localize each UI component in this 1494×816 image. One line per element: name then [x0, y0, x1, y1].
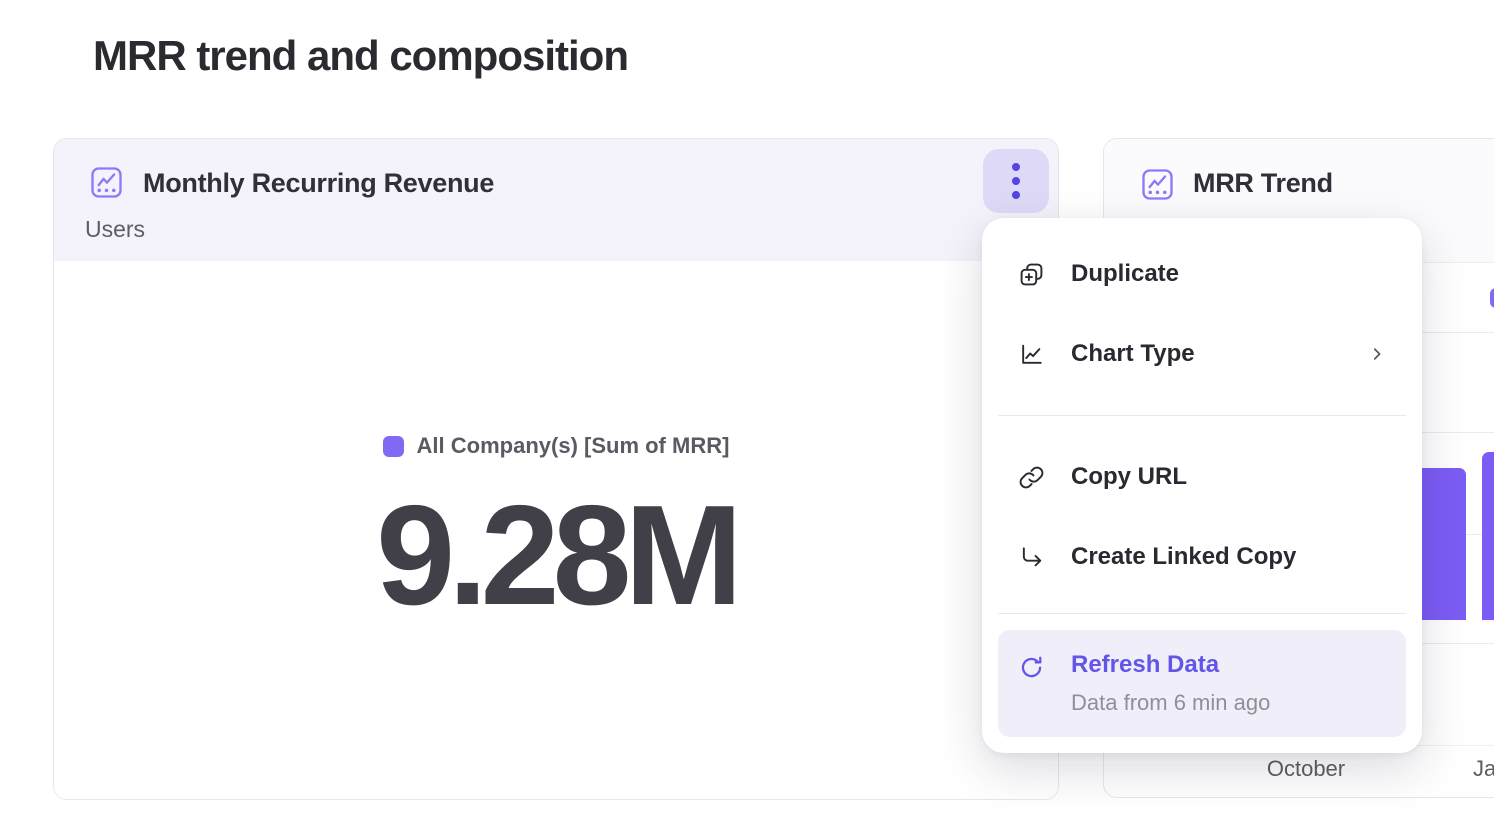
chart-badge-icon [1140, 167, 1175, 202]
mrr-card-subtitle: Users [85, 216, 146, 242]
chart-badge-icon [89, 165, 124, 200]
kebab-menu-icon [1012, 163, 1020, 171]
bar-january [1482, 452, 1494, 620]
chart-type-icon [1018, 341, 1045, 368]
menu-item-label: Copy URL [1071, 463, 1187, 490]
mrr-card: Monthly Recurring Revenue Users All Comp… [53, 138, 1059, 800]
menu-item-label: Chart Type [1071, 340, 1195, 367]
menu-item-chart-type[interactable]: Chart Type [998, 314, 1406, 394]
card-menu-button[interactable] [983, 149, 1049, 213]
mrr-legend: All Company(s) [Sum of MRR] [382, 433, 730, 459]
refresh-data-timestamp: Data from 6 min ago [1071, 690, 1271, 715]
mrr-kpi-body: All Company(s) [Sum of MRR] 9.28M [54, 261, 1058, 799]
legend-swatch-icon [1490, 288, 1494, 308]
menu-item-label: Duplicate [1071, 260, 1180, 287]
refresh-data-label: Refresh Data [1071, 651, 1220, 678]
legend-swatch-icon [382, 435, 404, 457]
menu-item-create-linked-copy[interactable]: Create Linked Copy [998, 517, 1406, 597]
link-icon [1018, 464, 1045, 491]
menu-item-label: Create Linked Copy [1071, 543, 1297, 570]
x-tick-october: October [1266, 756, 1346, 781]
mrr-card-header: Monthly Recurring Revenue Users [54, 139, 1058, 261]
mrr-card-title: Monthly Recurring Revenue [143, 168, 495, 198]
mrr-value: 9.28M [376, 476, 743, 635]
page-title: MRR trend and composition [93, 32, 629, 79]
chevron-right-icon [1368, 345, 1386, 363]
menu-item-copy-url[interactable]: Copy URL [998, 437, 1406, 517]
menu-divider [998, 613, 1406, 614]
linked-copy-icon [1018, 544, 1045, 571]
menu-item-refresh-data[interactable]: Refresh Data Data from 6 min ago [998, 630, 1406, 737]
card-context-menu: Duplicate Chart Type Copy URL [982, 218, 1422, 753]
menu-divider [998, 415, 1406, 416]
trend-card-title: MRR Trend [1193, 168, 1333, 198]
menu-item-duplicate[interactable]: Duplicate [998, 234, 1406, 314]
mrr-legend-label: All Company(s) [Sum of MRR] [416, 433, 730, 458]
refresh-icon [1018, 654, 1045, 681]
x-tick-january: January [1473, 756, 1494, 781]
duplicate-icon [1018, 261, 1045, 288]
